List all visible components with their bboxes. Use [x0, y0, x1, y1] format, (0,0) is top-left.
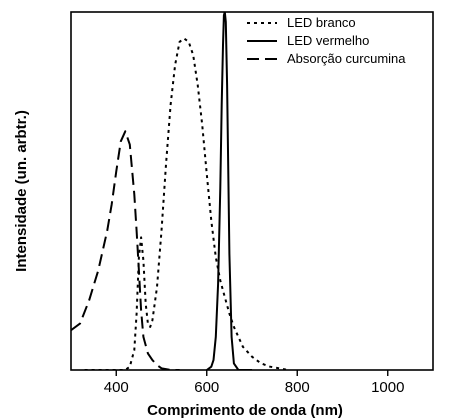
x-axis-title: Comprimento de onda (nm) — [147, 402, 343, 419]
x-tick-label: 1000 — [371, 379, 404, 396]
legend-label: LED branco — [287, 15, 356, 30]
x-tick-label: 400 — [104, 379, 129, 396]
series-layer — [71, 12, 289, 370]
chart-legend: LED branco LED vermelho Absorção curcumina — [247, 15, 406, 66]
series-line-2 — [206, 12, 252, 370]
legend-label: Absorção curcumina — [287, 51, 406, 66]
x-tick-label: 800 — [285, 379, 310, 396]
series-line-3 — [71, 130, 180, 370]
y-axis-title: Intensidade (un. arbtr.) — [13, 110, 30, 272]
series-line-1 — [84, 37, 289, 370]
legend-label: LED vermelho — [287, 33, 369, 48]
x-axis-ticks: 400 600 800 1000 — [104, 370, 404, 396]
x-tick-label: 600 — [194, 379, 219, 396]
